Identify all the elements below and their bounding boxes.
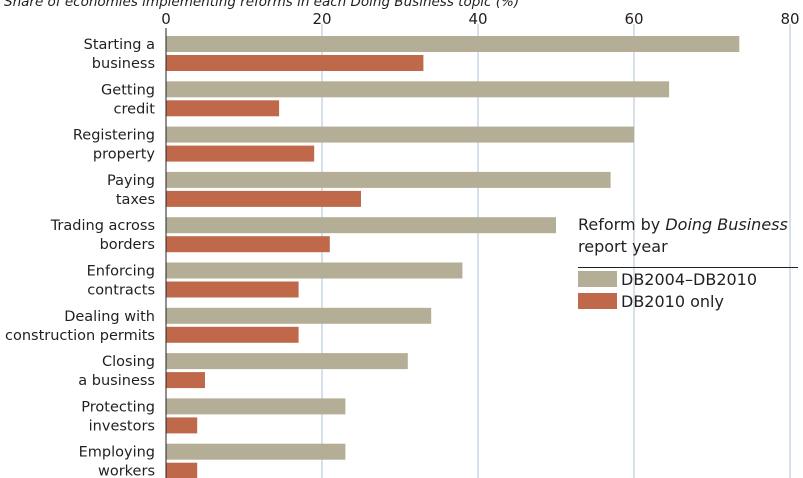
bar-6-series-0 [166,307,432,324]
x-tick-label-40: 40 [468,10,487,28]
category-label-6-line-1: construction permits [5,328,155,344]
category-label-4-line-0: Trading across [50,218,155,234]
x-tick-label-20: 20 [312,10,331,28]
category-label-7-line-1: a business [78,373,155,389]
category-label-9-line-1: workers [98,464,155,478]
category-label-5-line-1: contracts [87,283,155,299]
bar-1-series-0 [166,81,670,98]
bar-2-series-0 [166,126,634,143]
category-label-8-line-0: Protecting [81,399,155,415]
bar-9-series-0 [166,443,346,460]
bar-4-series-1 [166,236,330,253]
category-label-2-line-1: property [93,147,155,163]
legend-title-suffix: report year [578,237,668,256]
x-tick-label-80: 80 [780,10,799,28]
category-label-1-line-1: credit [114,101,156,117]
category-label-9-line-0: Employing [79,445,155,461]
bar-4-series-0 [166,217,556,234]
bar-8-series-0 [166,398,346,415]
bar-5-series-0 [166,262,463,279]
legend-title-italic: Doing Business [665,215,788,234]
category-label-5-line-0: Enforcing [87,264,155,280]
bar-7-series-0 [166,353,408,370]
bar-5-series-1 [166,281,299,298]
category-label-0-line-1: business [92,56,155,72]
bar-2-series-1 [166,145,315,162]
legend-swatch-db2004-db2010 [578,271,617,287]
bar-3-series-1 [166,190,361,207]
legend-divider [578,267,798,268]
category-label-3-line-1: taxes [116,192,155,208]
legend-label-db2010-only: DB2010 only [621,291,724,311]
bar-0-series-1 [166,55,424,71]
x-tick-label-60: 60 [624,10,643,28]
category-label-3-line-0: Paying [107,173,155,189]
category-label-1-line-0: Getting [101,82,155,98]
legend-title: Reform by Doing Business report year [578,214,798,258]
legend-item-db2004-db2010: DB2004–DB2010 [578,268,798,290]
bar-8-series-1 [166,417,198,434]
chart-subtitle: Share of economies implementing reforms … [4,0,520,10]
bar-9-series-1 [166,462,198,478]
legend: Reform by Doing Business report year DB2… [578,214,798,312]
category-label-6-line-0: Dealing with [64,309,155,325]
bar-1-series-1 [166,100,280,117]
legend-swatch-db2010-only [578,293,617,309]
bar-0-series-0 [166,36,740,52]
bar-6-series-1 [166,326,299,343]
category-label-8-line-1: investors [89,418,155,434]
category-label-7-line-0: Closing [102,354,155,370]
legend-item-db2010-only: DB2010 only [578,290,798,312]
x-tick-label-0: 0 [161,10,171,28]
legend-title-prefix: Reform by [578,215,666,234]
legend-label-db2004-db2010: DB2004–DB2010 [621,269,758,289]
category-label-0-line-0: Starting a [84,37,155,53]
bar-3-series-0 [166,171,611,188]
category-label-4-line-1: borders [100,237,155,253]
bar-7-series-1 [166,372,205,389]
category-label-2-line-0: Registering [73,128,155,144]
